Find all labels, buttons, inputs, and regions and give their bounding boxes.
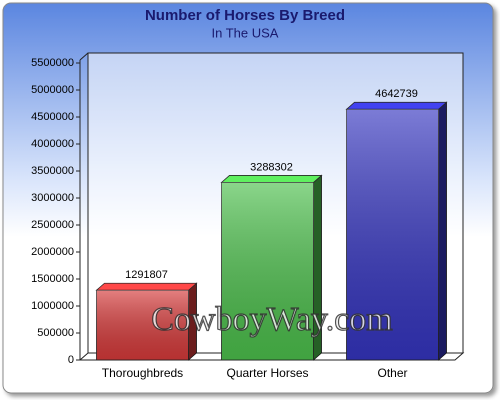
x-tick-label: Quarter Horses [226, 366, 308, 380]
y-tick-label: 0 [68, 354, 74, 366]
y-tick-label: 4500000 [31, 111, 74, 123]
bar-top [95, 282, 198, 291]
y-tick-label: 4000000 [31, 138, 74, 150]
bar-top [220, 175, 323, 183]
chart-subtitle: In The USA [212, 25, 279, 40]
y-tick-label: 5000000 [31, 84, 74, 96]
value-label: 4642739 [375, 88, 418, 100]
y-tick-label: 1000000 [31, 300, 74, 312]
y-tick-label: 3000000 [31, 192, 74, 204]
x-tick-label: Thoroughbreds [102, 366, 183, 380]
y-tick-label: 2000000 [31, 246, 74, 258]
bar-side [438, 101, 447, 361]
y-tick-label: 5500000 [31, 57, 74, 69]
y-tick-label: 3500000 [31, 165, 74, 177]
value-label: 3288302 [250, 161, 293, 173]
bar-shine [346, 109, 439, 361]
bar-shine [96, 290, 189, 360]
watermark: CowboyWay.com [151, 301, 393, 338]
x-tick-label: Other [377, 366, 407, 380]
y-tick-label: 1500000 [31, 273, 74, 285]
plot-area: 0 500000 1000000 1500000 2000000 2500000 30000… [31, 52, 465, 380]
y-tick-label: 500000 [37, 327, 74, 339]
y-axis-depth [79, 52, 89, 61]
value-label: 1291807 [125, 269, 168, 281]
bar-shine [221, 182, 314, 360]
y-tick-label: 2500000 [31, 219, 74, 231]
bar-top [345, 101, 448, 110]
chart-title: Number of Horses By Breed [145, 7, 345, 24]
